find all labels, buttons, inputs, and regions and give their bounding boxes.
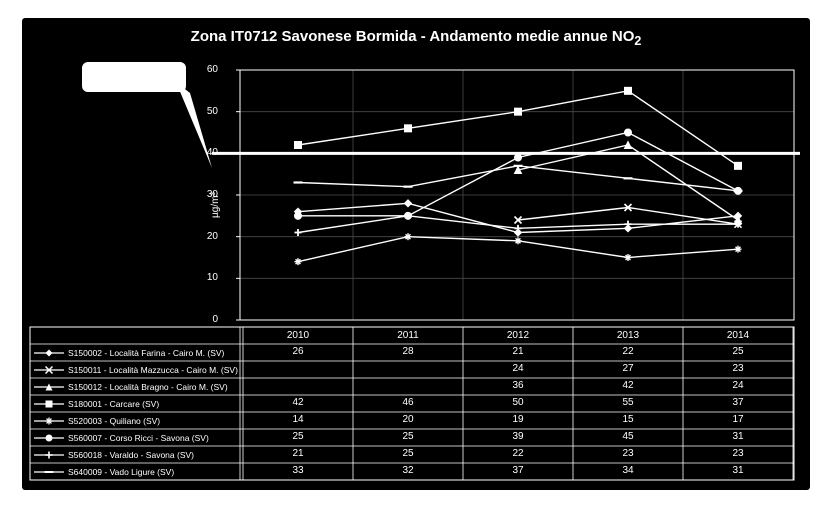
table-cell: 28 (383, 346, 433, 357)
table-cell: 32 (383, 465, 433, 476)
legend-marker-icon (30, 346, 68, 360)
table-cell: 31 (713, 431, 763, 442)
table-cell: 50 (493, 397, 543, 408)
table-cell: 31 (713, 465, 763, 476)
legend-row: S560007 - Corso Ricci - Savona (SV) (30, 429, 240, 446)
x-year-label: 2014 (713, 330, 763, 341)
table-cell: 19 (493, 414, 543, 425)
table-cell: 33 (273, 465, 323, 476)
table-cell: 22 (493, 448, 543, 459)
y-tick-label: 50 (200, 106, 218, 117)
legend-label: S150011 - Località Mazzucca - Cairo M. (… (68, 365, 240, 375)
table-cell: 21 (493, 346, 543, 357)
legend-label: S150002 - Località Farina - Cairo M. (SV… (68, 348, 240, 358)
table-cell: 37 (493, 465, 543, 476)
y-tick-label: 60 (200, 64, 218, 75)
table-cell: 17 (713, 414, 763, 425)
legend-row: S520003 - Quiliano (SV) (30, 412, 240, 429)
table-cell: 25 (383, 448, 433, 459)
table-cell: 26 (273, 346, 323, 357)
legend-marker-icon (30, 380, 68, 394)
table-cell: 24 (493, 363, 543, 374)
table-cell: 25 (383, 431, 433, 442)
legend-row: S150011 - Località Mazzucca - Cairo M. (… (30, 361, 240, 378)
legend-row: S560018 - Varaldo - Savona (SV) (30, 446, 240, 463)
legend-marker-icon (30, 431, 68, 445)
table-cell: 25 (273, 431, 323, 442)
legend-marker-icon (30, 448, 68, 462)
table-cell: 25 (713, 346, 763, 357)
table-cell: 23 (713, 448, 763, 459)
table-cell: 22 (603, 346, 653, 357)
y-tick-label: 40 (200, 147, 218, 158)
legend-label: S640009 - Vado Ligure (SV) (68, 467, 240, 477)
overlay-layer: 010203040506020102011201220132014S150002… (22, 18, 810, 490)
y-tick-label: 30 (200, 189, 218, 200)
legend-row: S640009 - Vado Ligure (SV) (30, 463, 240, 480)
legend-marker-icon (30, 465, 68, 479)
legend-label: S560018 - Varaldo - Savona (SV) (68, 450, 240, 460)
table-cell: 42 (603, 380, 653, 391)
legend-row: S150002 - Località Farina - Cairo M. (SV… (30, 344, 240, 361)
table-cell: 23 (603, 448, 653, 459)
x-year-label: 2011 (383, 330, 433, 341)
table-cell: 21 (273, 448, 323, 459)
table-cell: 42 (273, 397, 323, 408)
table-cell: 34 (603, 465, 653, 476)
legend-label: S520003 - Quiliano (SV) (68, 416, 240, 426)
page-background: Zona IT0712 Savonese Bormida - Andamento… (0, 0, 832, 508)
legend-label: S180001 - Carcare (SV) (68, 399, 240, 409)
legend-marker-icon (30, 414, 68, 428)
x-year-label: 2013 (603, 330, 653, 341)
table-cell: 39 (493, 431, 543, 442)
y-tick-label: 10 (200, 272, 218, 283)
y-tick-label: 0 (200, 314, 218, 325)
table-cell: 14 (273, 414, 323, 425)
legend-row: S150012 - Località Bragno - Cairo M. (SV… (30, 378, 240, 395)
y-tick-label: 20 (200, 231, 218, 242)
table-cell: 46 (383, 397, 433, 408)
table-cell: 23 (713, 363, 763, 374)
table-cell: 55 (603, 397, 653, 408)
x-year-label: 2012 (493, 330, 543, 341)
chart-panel: Zona IT0712 Savonese Bormida - Andamento… (22, 18, 810, 490)
table-cell: 15 (603, 414, 653, 425)
table-cell: 24 (713, 380, 763, 391)
table-cell: 20 (383, 414, 433, 425)
legend-label: S150012 - Località Bragno - Cairo M. (SV… (68, 382, 240, 392)
legend-marker-icon (30, 397, 68, 411)
table-cell: 45 (603, 431, 653, 442)
table-cell: 36 (493, 380, 543, 391)
legend-marker-icon (30, 363, 68, 377)
legend-row: S180001 - Carcare (SV) (30, 395, 240, 412)
x-year-label: 2010 (273, 330, 323, 341)
table-cell: 37 (713, 397, 763, 408)
legend-label: S560007 - Corso Ricci - Savona (SV) (68, 433, 240, 443)
table-cell: 27 (603, 363, 653, 374)
